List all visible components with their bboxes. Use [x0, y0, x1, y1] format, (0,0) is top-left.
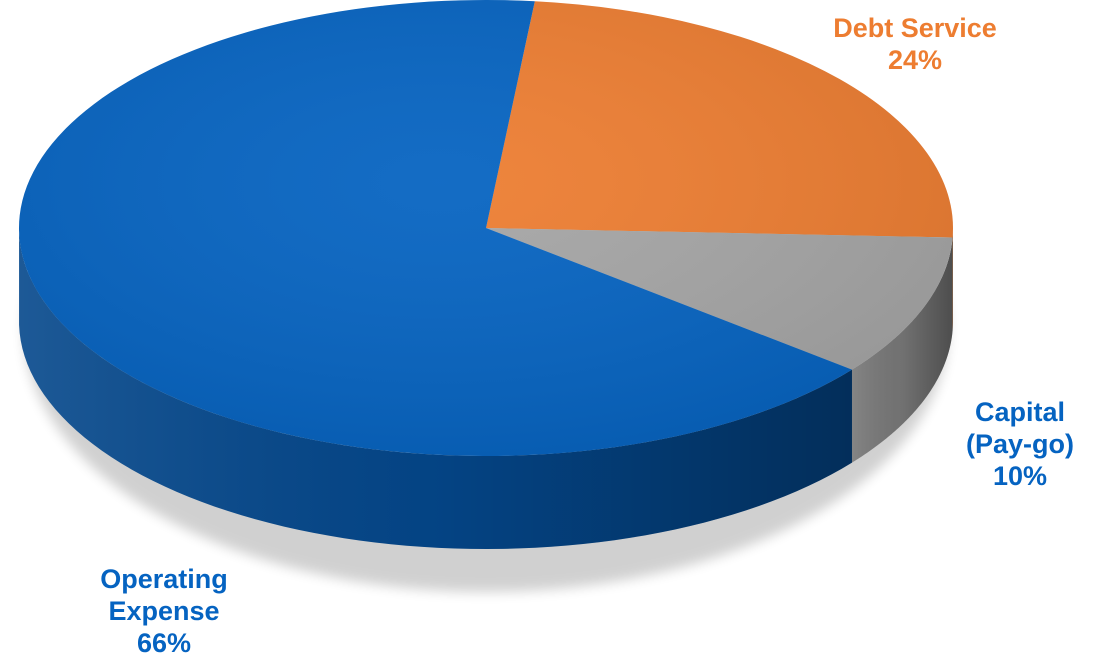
slice-label-capital-line-1: Capital [974, 397, 1066, 427]
pie-top-shading [19, 0, 953, 456]
pie-side-shading-operating-expense [19, 232, 852, 549]
slice-label-operating-expense-line-1: Operating [100, 564, 228, 594]
slice-value-capital: 10% [992, 461, 1048, 491]
slice-label-operating-expense-line-2: Expense [108, 596, 220, 626]
slice-label-capital: Capital (Pay-go) 10% [950, 396, 1090, 492]
slice-value-operating-expense: 66% [136, 628, 192, 658]
slice-label-operating-expense: Operating Expense 66% [48, 563, 280, 659]
slice-label-debt-service-line-1: Debt Service [833, 13, 997, 43]
pie-side-shading-capital-pay-go [851, 237, 953, 463]
slice-value-debt-service: 24% [887, 45, 943, 75]
slice-label-debt-service: Debt Service 24% [770, 12, 1060, 76]
slice-label-capital-line-2: (Pay-go) [966, 429, 1074, 459]
